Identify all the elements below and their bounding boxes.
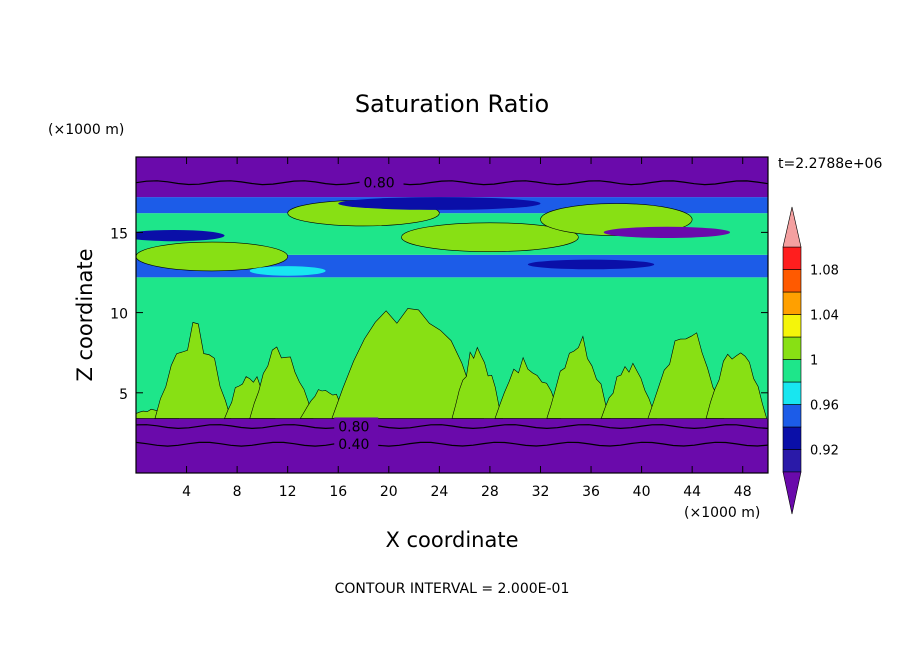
colorbar: 1.08 1.04 1 0.96 0.92 — [782, 206, 839, 515]
time-label: t=2.2788e+06 — [778, 156, 882, 172]
colorbar-swatch — [782, 246, 802, 270]
colorbar-tick-label: 1.04 — [810, 309, 839, 324]
colorbar-tick-label: 0.92 — [810, 444, 839, 459]
contour-line-0 — [136, 180, 768, 186]
colorbar-swatch — [782, 359, 802, 383]
field-plume-9 — [600, 362, 658, 419]
field-band-5 — [136, 157, 768, 198]
field-streak-4 — [249, 266, 326, 276]
colorbar-extend-low — [782, 471, 802, 515]
x-axis-label: X coordinate — [385, 528, 518, 552]
colorbar-swatch — [782, 404, 802, 428]
field-streak-2 — [603, 226, 731, 239]
field-streak-1 — [338, 197, 541, 210]
field-streak-3 — [527, 259, 655, 270]
field-lens-2 — [136, 241, 288, 272]
x-tick-label: 28 — [481, 484, 499, 500]
x-tick-label: 48 — [734, 484, 752, 500]
field-plume-8 — [546, 335, 611, 419]
contour-line-1 — [136, 424, 768, 430]
contour-label-bg-0 — [359, 173, 404, 190]
x-tick-label: 24 — [430, 484, 448, 500]
contour-label-bg-2 — [334, 435, 379, 452]
field-plume-1 — [154, 322, 232, 420]
y-tick-label: 10 — [110, 307, 128, 323]
y-tick-label: 5 — [119, 387, 128, 403]
x-tick-label: 16 — [329, 484, 347, 500]
chart-title: Saturation Ratio — [355, 90, 549, 118]
colorbar-swatch — [782, 336, 802, 360]
colorbar-swatch — [782, 449, 802, 473]
x-tick-label: 36 — [582, 484, 600, 500]
x-tick-label: 8 — [233, 484, 242, 500]
y-axis-label: Z coordinate — [73, 248, 97, 381]
x-axis-ticks: 4 8 12 16 20 24 28 32 36 40 44 48 — [182, 157, 752, 500]
x-tick-label: 32 — [532, 484, 550, 500]
colorbar-tick-label: 1 — [810, 354, 818, 369]
contour-label-2: 0.40 — [338, 437, 369, 453]
field-lens-1 — [401, 222, 579, 252]
field-plume-6 — [451, 346, 503, 419]
contour-interval-note: CONTOUR INTERVAL = 2.000E-01 — [335, 581, 570, 597]
field-plume-7 — [494, 356, 562, 420]
contour-lines: 0.80 0.80 0.40 — [136, 173, 768, 453]
field-streak-0 — [136, 229, 225, 242]
colorbar-swatch — [782, 314, 802, 338]
colorbar-swatch — [782, 269, 802, 293]
colorbar-extend-high — [782, 206, 802, 248]
x-tick-label: 12 — [279, 484, 297, 500]
contour-line-2 — [136, 441, 768, 447]
plot-frame — [135, 156, 769, 474]
x-tick-label: 20 — [380, 484, 398, 500]
x-tick-label: 44 — [683, 484, 701, 500]
y-unit-label: (×1000 m) — [48, 122, 124, 138]
contour-label-0: 0.80 — [364, 176, 395, 192]
colorbar-swatch — [782, 426, 802, 450]
field-plume-5 — [331, 308, 485, 419]
colorbar-tick-label: 1.08 — [810, 264, 839, 279]
y-axis-ticks: 5 10 15 — [110, 226, 768, 403]
y-tick-label: 15 — [110, 226, 128, 242]
contour-label-1: 0.80 — [338, 419, 369, 435]
colorbar-tick-label: 0.96 — [810, 399, 839, 414]
x-tick-label: 40 — [633, 484, 651, 500]
field-plume-11 — [705, 352, 768, 420]
saturation-field — [136, 157, 768, 473]
x-tick-label: 4 — [182, 484, 191, 500]
colorbar-swatch — [782, 291, 802, 315]
field-plume-3 — [249, 346, 314, 420]
colorbar-swatch — [782, 381, 802, 405]
x-unit-label: (×1000 m) — [684, 505, 760, 521]
contour-label-bg-1 — [334, 417, 379, 434]
